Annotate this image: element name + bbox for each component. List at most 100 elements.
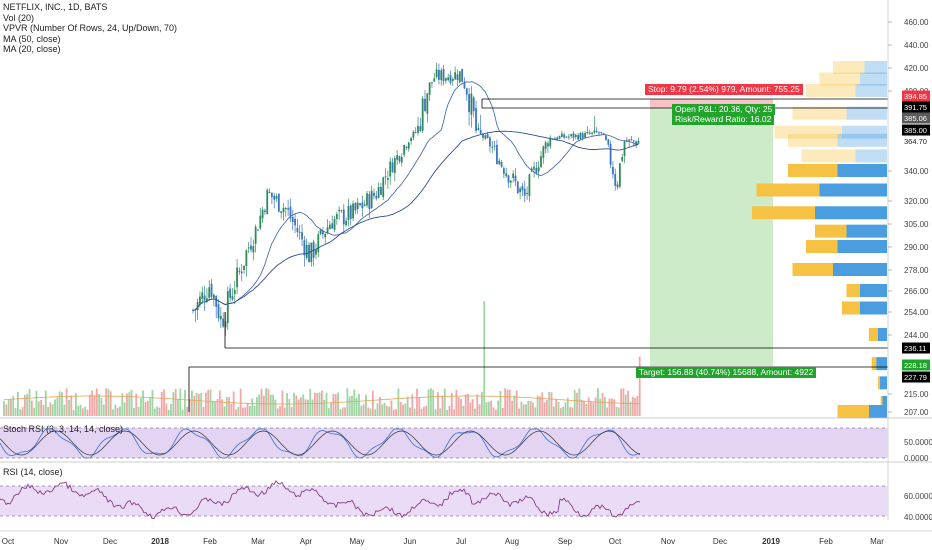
pane-tick-label: 40.0000 — [904, 513, 932, 522]
candle-body — [296, 227, 299, 232]
candle-body — [303, 240, 306, 256]
volume-ma-line — [3, 395, 640, 405]
rsi-line — [0, 480, 641, 519]
volume-bar — [606, 407, 609, 416]
volume-bar — [483, 301, 486, 416]
candle-body — [628, 139, 631, 141]
volume-bar — [506, 389, 509, 416]
volume-bar — [235, 409, 237, 416]
volume-bar — [249, 405, 251, 416]
vpvr-legend[interactable]: VPVR (Number Of Rows, 24, Up/Down, 70) — [3, 23, 178, 33]
volume-bar — [583, 400, 585, 416]
y-tick-label: 305.00 — [904, 220, 929, 229]
x-tick-label: Jun — [404, 537, 417, 546]
volume-bar — [10, 398, 12, 416]
ma50-legend[interactable]: MA (50, close) — [3, 33, 61, 44]
volume-bar — [446, 409, 449, 416]
volume-bar — [135, 393, 138, 416]
stop-price-label: 394.85 — [904, 92, 927, 101]
target-label[interactable]: Target: 156.88 (40.74%) 15688, Amount: 4… — [636, 367, 817, 378]
volume-bar — [149, 397, 152, 416]
volume-bar — [395, 409, 397, 416]
volume-bar — [290, 407, 293, 416]
volume-bar — [114, 404, 117, 416]
candle-body — [398, 156, 401, 162]
rsi-title[interactable]: RSI (14, close) — [3, 467, 63, 477]
price-axis[interactable] — [888, 0, 932, 520]
candle-body — [345, 220, 348, 226]
volume-bar — [276, 408, 279, 416]
stop-label[interactable]: Stop: 9.79 (2.54%) 979, Amount: 755.25 — [645, 84, 803, 95]
candle-body — [542, 146, 545, 158]
candle-body — [352, 203, 354, 219]
volume-bar — [330, 402, 333, 416]
volume-bar — [362, 404, 365, 416]
volume-bar — [383, 402, 386, 416]
candle-body — [509, 180, 512, 183]
candle-body — [507, 175, 510, 183]
volume-bar — [339, 409, 342, 416]
open-pnl-label[interactable]: Open P&L: 20.36, Qty: 25 — [672, 104, 776, 115]
volume-bar — [318, 392, 321, 416]
candle-body — [275, 196, 278, 199]
candle-body — [208, 287, 211, 298]
candle-body — [240, 271, 243, 274]
candle-body — [519, 188, 522, 193]
candle-body — [308, 244, 310, 263]
vpvr-up-bar — [806, 84, 856, 97]
candle-body — [312, 241, 315, 258]
support-price-label: 227.79 — [904, 373, 927, 382]
volume-bar — [7, 399, 10, 416]
candle-body — [410, 138, 412, 142]
volume-bar — [267, 389, 270, 416]
x-tick-label: 2018 — [151, 537, 169, 546]
symbol-title[interactable]: NETFLIX, INC., 1D, BATS — [3, 2, 108, 12]
y-tick-label: 440.00 — [904, 41, 929, 50]
volume-bar — [325, 392, 328, 416]
volume-bar — [100, 398, 103, 416]
vpvr-down-bar — [864, 61, 887, 74]
volume-bar — [221, 399, 223, 416]
candle-body — [595, 130, 598, 133]
candle-body — [451, 78, 454, 81]
volume-bar — [432, 389, 435, 416]
risk-reward-label[interactable]: Risk/Reward Ratio: 16.02 — [672, 114, 775, 125]
candle-body — [465, 88, 468, 95]
volume-bar — [613, 399, 616, 416]
volume-bar — [543, 402, 546, 416]
candle-body — [605, 135, 607, 140]
mid-price-label-bg — [902, 112, 930, 124]
x-tick-label: Oct — [609, 537, 622, 546]
candle-body — [252, 246, 255, 253]
volume-bar — [279, 405, 281, 416]
volume-bar — [33, 407, 36, 416]
volume-bar — [91, 390, 94, 416]
volume-bar — [218, 390, 221, 416]
volume-bar — [246, 403, 249, 416]
volume-bar — [355, 397, 358, 416]
ma20-line — [192, 81, 639, 311]
candle-body — [326, 227, 329, 234]
candle-body — [602, 133, 605, 135]
x-tick-label: May — [349, 537, 364, 546]
ma20-legend[interactable]: MA (20, close) — [3, 44, 61, 54]
vpvr-down-bar — [860, 301, 887, 315]
stoch-rsi-title[interactable]: Stoch RSI (3, 3, 14, 14, close) — [3, 424, 124, 434]
candle-body — [502, 168, 505, 174]
candle-body — [363, 204, 366, 206]
volume-bar — [434, 409, 437, 416]
volume-bar — [133, 407, 135, 416]
volume-bar — [469, 402, 472, 416]
volume-bar — [478, 404, 481, 416]
volume-bar — [404, 403, 407, 416]
candle-body — [266, 189, 269, 215]
candle-body — [574, 134, 577, 137]
volume-bar — [63, 404, 66, 416]
pane-tick-label: 60.0000 — [904, 492, 932, 501]
vpvr-down-bar — [819, 183, 887, 197]
candle-body — [614, 173, 617, 186]
volume-bar — [313, 392, 316, 416]
volume-bar — [402, 404, 404, 416]
vol-legend[interactable]: Vol (20) — [3, 12, 35, 23]
